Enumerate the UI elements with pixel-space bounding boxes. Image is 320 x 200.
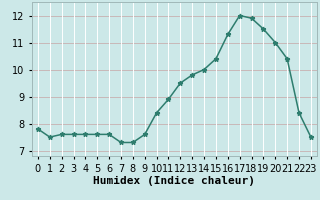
X-axis label: Humidex (Indice chaleur): Humidex (Indice chaleur) <box>93 176 255 186</box>
